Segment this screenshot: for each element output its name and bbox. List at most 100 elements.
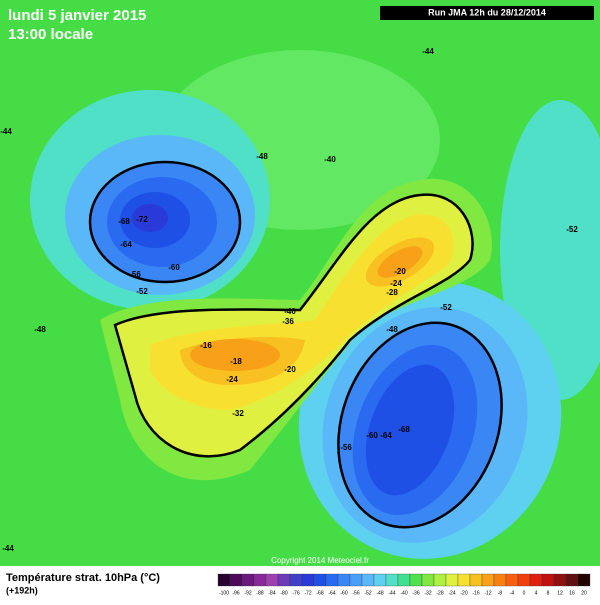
legend-swatch — [409, 573, 423, 587]
legend-swatch — [541, 573, 555, 587]
contour-label: -68 — [118, 217, 130, 226]
legend-swatch — [565, 573, 579, 587]
copyright: Copyright 2014 Meteociel.fr — [271, 556, 369, 565]
date: lundi 5 janvier 2015 — [8, 7, 146, 24]
legend-swatch — [577, 573, 591, 587]
legend-swatch — [361, 573, 375, 587]
contour-label: -48 — [386, 325, 398, 334]
contour-label: -36 — [282, 317, 294, 326]
legend-swatch — [385, 573, 399, 587]
contour-label: -44 — [2, 544, 14, 553]
legend-swatch — [289, 573, 303, 587]
legend-label: -72 — [304, 590, 311, 596]
legend-label: -20 — [460, 590, 467, 596]
legend-swatch — [229, 573, 243, 587]
legend-swatch — [337, 573, 351, 587]
contour-label: -64 — [380, 431, 392, 440]
legend-label: -84 — [268, 590, 275, 596]
contour-label: -18 — [230, 357, 242, 366]
legend-swatch — [445, 573, 459, 587]
legend-swatch — [325, 573, 339, 587]
contour-label: -24 — [226, 375, 238, 384]
legend-swatch — [241, 573, 255, 587]
legend-label: -44 — [388, 590, 395, 596]
legend-label: -36 — [412, 590, 419, 596]
contour-label: -52 — [440, 303, 452, 312]
legend-label: -80 — [280, 590, 287, 596]
legend-label: 16 — [569, 590, 575, 596]
legend-swatch — [457, 573, 471, 587]
footer-title: Température strat. 10hPa (°C) — [6, 572, 160, 584]
legend-swatch — [217, 573, 231, 587]
legend-swatch — [313, 573, 327, 587]
legend-label: -48 — [376, 590, 383, 596]
contour-label: -56 — [129, 270, 141, 279]
legend-swatch — [505, 573, 519, 587]
legend-label: 12 — [557, 590, 563, 596]
legend-swatch — [265, 573, 279, 587]
contour-label: -48 — [256, 152, 268, 161]
contour-label: -64 — [120, 240, 132, 249]
run-box — [380, 6, 594, 20]
contour-label: -48 — [34, 325, 46, 334]
legend-label: -56 — [352, 590, 359, 596]
legend-swatch — [301, 573, 315, 587]
legend-label: -8 — [498, 590, 503, 596]
legend-swatch — [421, 573, 435, 587]
legend-swatch — [373, 573, 387, 587]
legend-label: -92 — [244, 590, 251, 596]
contour-label: -40 — [324, 155, 336, 164]
legend-label: -60 — [340, 590, 347, 596]
contour-label: -68 — [398, 425, 410, 434]
legend-label: -96 — [232, 590, 239, 596]
legend-swatch — [433, 573, 447, 587]
legend-label: -88 — [256, 590, 263, 596]
lead-time: (+192h) — [6, 585, 38, 595]
legend-label: 20 — [581, 590, 587, 596]
contour-label: -52 — [566, 225, 578, 234]
legend-swatch — [493, 573, 507, 587]
contour-label: -20 — [284, 365, 296, 374]
time: 13:00 locale — [8, 26, 93, 43]
contour-label: -56 — [340, 443, 352, 452]
legend-label: -100 — [219, 590, 229, 596]
legend-label: 4 — [535, 590, 538, 596]
run-info: Run JMA 12h du 28/12/2014 — [428, 7, 546, 17]
legend-swatch — [553, 573, 567, 587]
legend-swatch — [397, 573, 411, 587]
legend-label: -4 — [510, 590, 515, 596]
contour-label: -28 — [386, 288, 398, 297]
contour-label: -72 — [136, 215, 148, 224]
contour-label: -44 — [422, 47, 434, 56]
contour-label: -32 — [232, 409, 244, 418]
legend-swatch — [253, 573, 267, 587]
contour-label: -24 — [390, 279, 402, 288]
legend-label: -40 — [400, 590, 407, 596]
contour-label: -16 — [200, 341, 212, 350]
legend-label: -68 — [316, 590, 323, 596]
legend-label: -52 — [364, 590, 371, 596]
legend-swatch — [481, 573, 495, 587]
contour-label: -60 — [168, 263, 180, 272]
legend-label: -24 — [448, 590, 455, 596]
legend-label: 8 — [547, 590, 550, 596]
legend-label: -12 — [484, 590, 491, 596]
contour-label: -44 — [0, 127, 12, 136]
legend-label: -76 — [292, 590, 299, 596]
legend-swatch — [529, 573, 543, 587]
contour-label: -52 — [136, 287, 148, 296]
legend-label: -64 — [328, 590, 335, 596]
contour-label: -60 — [366, 431, 378, 440]
contour-label: -40 — [284, 307, 296, 316]
legend-swatch — [469, 573, 483, 587]
legend-swatch — [349, 573, 363, 587]
legend-label: -28 — [436, 590, 443, 596]
legend-label: 0 — [523, 590, 526, 596]
contour-label: -20 — [394, 267, 406, 276]
legend-label: -32 — [424, 590, 431, 596]
legend-swatch — [277, 573, 291, 587]
legend-label: -16 — [472, 590, 479, 596]
legend-swatch — [517, 573, 531, 587]
temperature-field — [30, 50, 600, 559]
